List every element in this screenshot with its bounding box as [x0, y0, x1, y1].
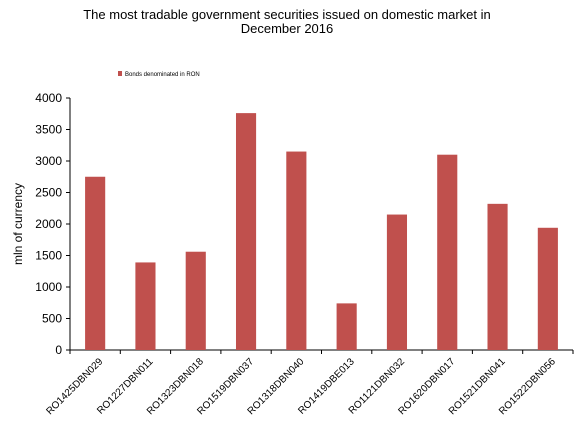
chart-title-line-1: The most tradable government securities … — [83, 7, 491, 22]
y-tick-label: 3000 — [35, 154, 62, 168]
bar-RO1318DBN040 — [286, 151, 307, 350]
plot-area: 05001000150020002500300035004000RO1425DB… — [35, 91, 574, 417]
y-tick-label: 1000 — [35, 280, 62, 294]
bar-RO1620DBN017 — [437, 154, 458, 350]
bar-RO1419DBE013 — [336, 303, 357, 350]
y-tick-label: 0 — [55, 343, 62, 357]
bar-RO1227DBN011 — [135, 262, 156, 350]
bar-RO1521DBN041 — [487, 203, 508, 350]
y-tick-label: 2500 — [35, 186, 62, 200]
bar-RO1519DBN037 — [235, 113, 257, 351]
bar-RO1323DBN018 — [185, 251, 206, 350]
bar-RO1425DBN029 — [85, 176, 106, 350]
y-tick-label: 500 — [42, 312, 62, 326]
legend: Bonds denominated in RON — [118, 71, 200, 78]
legend-swatch — [118, 71, 122, 76]
y-tick-label: 1500 — [35, 249, 62, 263]
y-tick-label: 2000 — [35, 217, 62, 231]
chart-title: The most tradable government securities … — [0, 8, 574, 36]
legend-label: Bonds denominated in RON — [125, 72, 200, 78]
y-axis-label: mln of currency — [11, 183, 25, 265]
y-tick-label: 4000 — [35, 91, 62, 105]
y-tick-label: 3500 — [35, 123, 62, 137]
chart-title-line-2: December 2016 — [240, 21, 334, 36]
bar-RO1522DBN056 — [537, 227, 558, 350]
bar-RO1121DBN032 — [386, 214, 408, 350]
